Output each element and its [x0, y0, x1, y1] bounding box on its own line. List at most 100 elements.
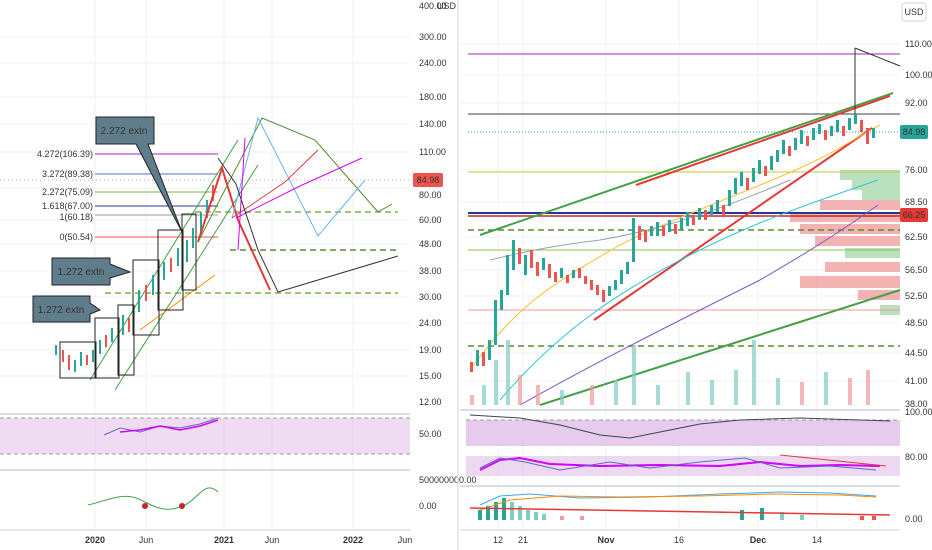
y-tick-label: 30.00 [419, 292, 442, 302]
volume-bars [470, 340, 870, 405]
x-tick-label: Jun [265, 535, 280, 545]
right-candles[interactable] [470, 114, 875, 372]
moving-average-line [519, 204, 879, 406]
y-tick-label: 92.00 [905, 98, 928, 108]
x-tick-label: 2021 [214, 535, 234, 545]
fib-label: 3.272(89.38) [42, 169, 93, 179]
level-tag-text: 66.25 [903, 210, 926, 220]
moving-average-line [139, 274, 216, 331]
projection-path[interactable] [231, 149, 319, 219]
y-tick-label: 240.00 [419, 58, 447, 68]
y-tick-label: 52.50 [905, 291, 928, 301]
y-tick-label: 80.00 [419, 190, 442, 200]
x-tick-label: Jun [398, 535, 413, 545]
price-tag [900, 125, 928, 139]
y-tick-label: 180.00 [419, 92, 447, 102]
fib-label: 1.618(67.00) [42, 201, 93, 211]
callout-1272-extn[interactable]: 1.272 extn [51, 257, 132, 286]
fib-label: 4.272(106.39) [37, 149, 93, 159]
projection-path[interactable] [237, 137, 246, 251]
right-rsi-pane[interactable]: 100.00 [460, 407, 932, 446]
wave-boxes[interactable] [59, 213, 197, 379]
level-tag [900, 208, 928, 222]
right-chart-panel[interactable]: USD 110.00 100.00 92.00 76.00 68.50 62.5… [460, 0, 932, 545]
x-tick-label: 21 [518, 535, 528, 545]
channel-line[interactable] [89, 139, 239, 381]
callout-text: 1.272 extn [58, 267, 105, 278]
y-tick-label: 24.00 [419, 318, 442, 328]
right-x-axis: 12 21 Nov 16 Dec 14 [460, 529, 900, 545]
projection-path[interactable] [197, 117, 379, 243]
y-tick-label: 19.00 [419, 345, 442, 355]
y-tick-label: 38.00 [419, 266, 442, 276]
x-tick-label: Nov [597, 535, 614, 545]
projection-path[interactable] [217, 157, 399, 293]
y-tick-label: 62.50 [905, 232, 928, 242]
callout-1272-extn[interactable]: 1.272 extn [32, 295, 102, 323]
right-y-axis: 110.00 100.00 92.00 76.00 68.50 62.50 56… [905, 39, 932, 409]
x-tick-label: 14 [812, 535, 822, 545]
y-tick-label: 100.00 [905, 70, 932, 80]
y-tick-label: 300.00 [419, 32, 447, 42]
y-tick-label: 48.50 [905, 318, 928, 328]
channel-bottom-line[interactable] [539, 289, 901, 406]
y-tick-label: 68.50 [905, 197, 928, 207]
right-macd-pane[interactable]: 0.00 [460, 485, 923, 524]
x-tick-label: 12 [493, 535, 503, 545]
left-macd-pane[interactable]: 500000000.00 0.00 [0, 469, 477, 511]
projection-arrow[interactable] [854, 47, 901, 67]
y-tick-label: 38.00 [905, 399, 928, 409]
projection-path[interactable] [197, 164, 271, 291]
rsi-axis-label: 100.00 [905, 407, 932, 417]
rising-wedge-bottom[interactable] [593, 127, 873, 321]
callout-2272-extn[interactable]: 2.272 extn [95, 116, 183, 233]
fib-label: 2.272(75.09) [42, 187, 93, 197]
projection-path[interactable] [377, 203, 393, 213]
price-tag [413, 173, 443, 187]
left-x-axis: 2020 Jun 2021 Jun 2022 Jun [0, 529, 413, 545]
channel-line[interactable] [114, 164, 259, 391]
left-y-axis: 400.00 USD 300.00 240.00 180.00 140.00 1… [419, 1, 457, 407]
moving-average-line [499, 179, 879, 401]
currency-button[interactable] [901, 2, 927, 22]
currency-label: USD [437, 1, 457, 11]
projection-path[interactable] [231, 116, 366, 237]
y-tick-label: 12.00 [419, 397, 442, 407]
macd-axis-label: 500000000.00 [419, 475, 477, 485]
y-tick-label: 110.00 [905, 39, 932, 49]
price-tag-text: 84.98 [417, 175, 440, 185]
projection-path[interactable] [235, 157, 363, 219]
y-tick-label: 76.00 [905, 165, 928, 175]
right-stoch-pane[interactable]: 80.00 [466, 452, 928, 476]
y-tick-label: 15.00 [419, 371, 442, 381]
callout-text: 1.272 extn [38, 305, 85, 316]
rising-wedge-top[interactable] [635, 95, 891, 186]
fib-label: 0(50.54) [59, 232, 93, 242]
macd-axis-label: 0.00 [905, 514, 923, 524]
moving-average-line [469, 124, 881, 371]
y-tick-label: 44.50 [905, 348, 928, 358]
y-tick-label: 140.00 [419, 119, 447, 129]
x-tick-label: Dec [750, 535, 767, 545]
left-rsi-pane[interactable]: 50.00 [0, 413, 442, 455]
rsi-axis-label: 50.00 [419, 429, 442, 439]
left-chart-panel[interactable]: 4.272(106.39) 3.272(89.38) 2.272(75.09) … [0, 0, 477, 545]
y-tick-label: 110.00 [419, 147, 446, 157]
y-tick-label: 400.00 [419, 1, 447, 11]
y-tick-label: 60.00 [419, 215, 442, 225]
moving-average-line [489, 179, 791, 261]
x-tick-label: Jun [139, 535, 154, 545]
fib-label: 1(60.18) [59, 212, 93, 222]
rsi-axis-label: 80.00 [905, 452, 928, 462]
y-tick-label: 56.50 [905, 265, 928, 275]
left-candles[interactable] [55, 185, 214, 372]
y-tick-label: 48.00 [419, 239, 442, 249]
currency-label: USD [904, 7, 924, 17]
channel-top-line[interactable] [479, 92, 894, 236]
x-tick-label: 16 [674, 535, 684, 545]
price-tag-text: 84.98 [903, 127, 926, 137]
y-tick-label: 41.00 [905, 376, 928, 386]
x-tick-label: 2020 [85, 535, 105, 545]
callout-text: 2.272 extn [101, 126, 148, 137]
